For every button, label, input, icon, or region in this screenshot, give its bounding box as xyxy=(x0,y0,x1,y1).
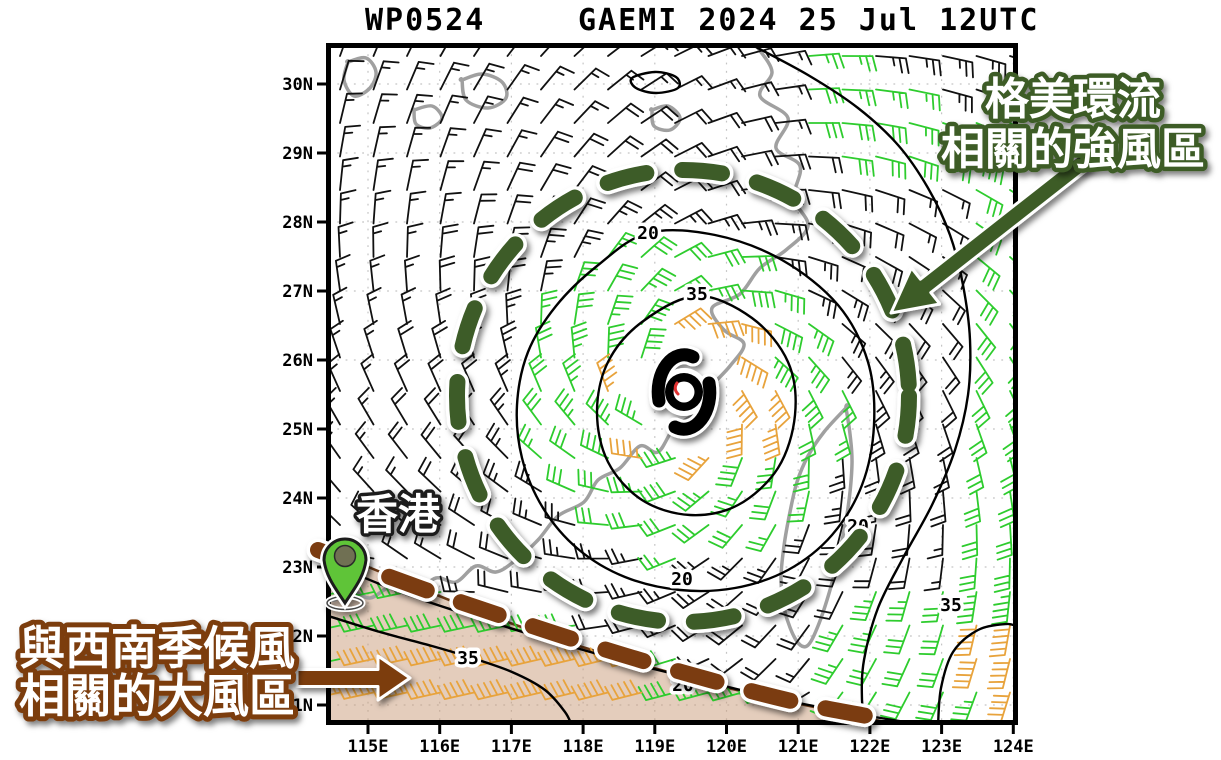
lon-axis-label: 123E xyxy=(921,737,962,757)
lat-axis-label: 26N xyxy=(282,351,313,371)
lat-axis-label: 27N xyxy=(282,282,313,302)
monsoon-region-fill xyxy=(329,550,885,722)
lon-axis-label: 118E xyxy=(563,737,604,757)
wind-barb-layer xyxy=(329,46,1015,722)
monsoon-annotation: 與西南季候風 相關的大風區 xyxy=(14,616,300,728)
gaemi-annotation: 格美環流 相關的強風區 xyxy=(937,70,1210,180)
map-border xyxy=(326,43,1018,725)
page-title-program: WP0524 xyxy=(365,3,486,38)
lat-axis-label: 22N xyxy=(282,627,313,647)
wind-barbs-gale xyxy=(329,52,1015,722)
gaemi-annotation-line1: 格美環流 xyxy=(985,74,1161,125)
lat-axis-label: 25N xyxy=(282,420,313,440)
isotach-contour-20 xyxy=(751,46,972,722)
lat-axis-label: 24N xyxy=(282,489,313,509)
page-title-storm: GAEMI 2024 25 Jul 12UTC xyxy=(578,3,1040,38)
isotach-contour-minor xyxy=(629,70,682,95)
contour-label: 20 xyxy=(671,569,693,590)
gale-circle-dashes xyxy=(449,162,917,630)
lon-axis-label: 120E xyxy=(706,737,747,757)
gaemi-gale-circle xyxy=(445,158,921,634)
lon-axis-label: 117E xyxy=(491,737,532,757)
gaemi-annotation-line2: 相關的強風區 xyxy=(941,124,1205,175)
monsoon-annotation-line2: 相關的大風區 xyxy=(19,669,295,723)
lat-axis-label: 21N xyxy=(282,696,313,716)
hong-kong-label: 香港 xyxy=(356,490,441,539)
monsoon-line-dashes xyxy=(310,542,886,726)
taiwan-coastline xyxy=(779,403,854,649)
contour-label: 35 xyxy=(940,595,962,616)
lat-axis-label: 30N xyxy=(282,75,313,95)
monsoon-annotation-arrow xyxy=(295,654,412,702)
isotach-contour-35 xyxy=(329,614,572,722)
monsoon-annotation-line1: 與西南季候風 xyxy=(19,621,295,675)
island-coastline xyxy=(410,104,444,130)
axis-layer: 30N 29N 28N 27N 26N 25N 24N 23N 22N 21N 115E 116E 11… xyxy=(282,75,1033,757)
lon-axis-label: 116E xyxy=(419,737,460,757)
lat-axis-label: 23N xyxy=(282,558,313,578)
lon-axis-label: 115E xyxy=(348,737,389,757)
typhoon-symbol-icon xyxy=(648,345,720,439)
gaemi-annotation-arrow xyxy=(889,151,1093,315)
lat-axis-label: 28N xyxy=(282,213,313,233)
lat-axis-label: 29N xyxy=(282,144,313,164)
lon-axis-label: 124E xyxy=(993,737,1034,757)
lon-axis-label: 119E xyxy=(634,737,675,757)
hong-kong-marker xyxy=(319,535,371,612)
contour-label: 35 xyxy=(686,284,708,305)
wind-barbs-weak xyxy=(329,46,1015,710)
isotach-contour-20 xyxy=(515,229,876,593)
contour-label: 20 xyxy=(637,223,659,244)
monsoon-gale-line xyxy=(306,538,890,730)
wind-barbs-strong xyxy=(329,307,1011,722)
isotach-contour-35 xyxy=(595,294,797,517)
pin-hole xyxy=(333,544,357,568)
typhoon-eye-mark xyxy=(673,381,680,396)
contour-label: 35 xyxy=(457,648,479,669)
lon-axis-label: 122E xyxy=(849,737,890,757)
island-coastline xyxy=(648,104,682,133)
lon-axis-label: 121E xyxy=(778,737,819,757)
isotach-contour-35 xyxy=(937,622,1015,722)
